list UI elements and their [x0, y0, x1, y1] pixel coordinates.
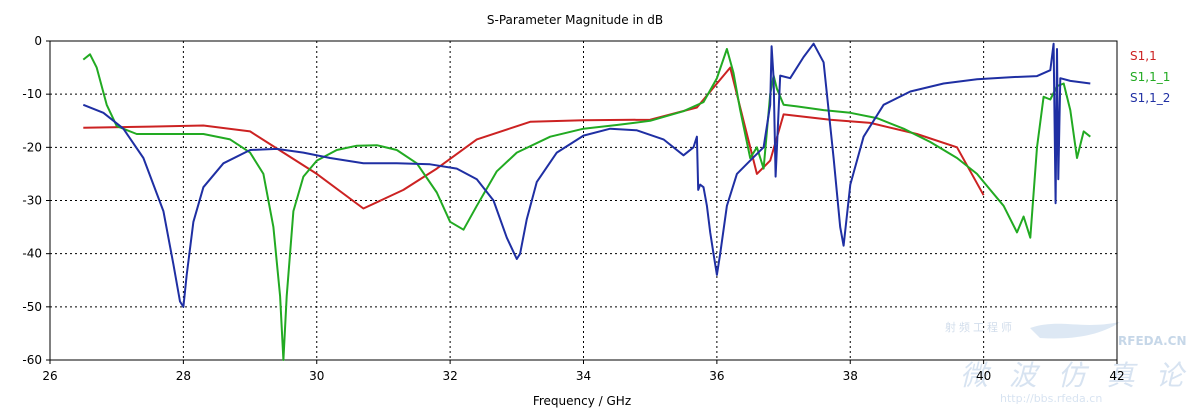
watermark: 射频工程师 RFEDA.CN 微 波 仿 真 论 坛 http://bbs.rf…	[945, 320, 1202, 405]
legend: S1,1 S1,1_1 S1,1_2	[1130, 49, 1170, 105]
y-tick-label: -60	[22, 353, 42, 367]
x-axis-label: Frequency / GHz	[533, 394, 631, 408]
y-axis-ticks: 0 -10 -20 -30 -40 -50 -60	[22, 34, 50, 367]
x-tick-label: 38	[843, 369, 858, 383]
watermark-cn-large: 微 波 仿 真 论 坛	[960, 359, 1202, 392]
watermark-url: http://bbs.rfeda.cn	[1000, 392, 1102, 405]
y-tick-label: -40	[22, 247, 42, 261]
legend-entry-s1-1: S1,1	[1130, 49, 1157, 63]
series-layer	[82, 42, 1091, 361]
chart-title: S-Parameter Magnitude in dB	[487, 13, 663, 27]
y-tick-label: -10	[22, 87, 42, 101]
series-line-s1-1-1	[82, 48, 1091, 361]
x-axis-ticks: 26 28 30 32 34 36 38 40 42	[42, 360, 1125, 383]
legend-entry-s1-1-1: S1,1_1	[1130, 70, 1170, 84]
legend-entry-s1-1-2: S1,1_2	[1130, 91, 1170, 105]
x-tick-label: 36	[709, 369, 724, 383]
y-tick-label: -20	[22, 140, 42, 154]
x-tick-label: 26	[42, 369, 57, 383]
watermark-cn-small: 射频工程师	[945, 320, 1015, 334]
series-line-s1-1	[83, 66, 985, 210]
x-tick-label: 40	[976, 369, 991, 383]
y-tick-label: -50	[22, 300, 42, 314]
series-line-s1-1-2	[82, 42, 1091, 308]
swallow-logo	[1030, 322, 1120, 339]
x-tick-label: 30	[309, 369, 324, 383]
x-tick-label: 34	[576, 369, 591, 383]
watermark-brand: RFEDA.CN	[1118, 334, 1187, 348]
y-tick-label: -30	[22, 194, 42, 208]
x-tick-label: 28	[176, 369, 191, 383]
x-tick-label: 42	[1109, 369, 1124, 383]
y-tick-label: 0	[34, 34, 42, 48]
grid	[50, 41, 1117, 360]
x-tick-label: 32	[442, 369, 457, 383]
